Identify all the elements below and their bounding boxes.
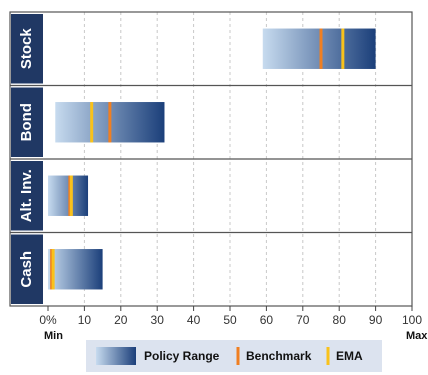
x-tick-label: 80 [333,313,347,327]
axis-labels: Stock Bond Alt. Inv. Cash 0% 10 20 30 40 50 60 70 80… [18,28,428,342]
x-tick-label: 30 [151,313,165,327]
legend-label-ema: EMA [336,349,363,363]
category-label: Bond [18,103,35,141]
x-max-label: Max [406,330,428,342]
x-tick-label: 0% [39,313,57,327]
x-tick-label: 100 [402,313,422,327]
category-label: Stock [18,28,35,70]
x-min-label: Min [44,330,63,342]
policy-range-bar [48,249,103,290]
x-tick-label: 20 [114,313,128,327]
category-label: Alt. Inv. [18,169,35,222]
category-band [11,14,43,84]
x-tick-label: 90 [369,313,383,327]
legend-label-benchmark: Benchmark [246,349,312,363]
legend-swatch-policy-range [96,347,136,365]
legend: Policy Range Benchmark EMA [86,340,382,372]
policy-range-bar [48,175,89,216]
x-tick-label: 10 [78,313,92,327]
plot-area [9,11,413,311]
x-tick-label: 70 [296,313,310,327]
category-label: Cash [18,251,35,288]
x-tick-label: 60 [260,313,274,327]
category-band [11,161,43,231]
category-band [11,87,43,157]
x-tick-label: 40 [187,313,201,327]
legend-label-policy-range: Policy Range [144,349,220,363]
x-tick-label: 50 [223,313,237,327]
policy-range-bar [262,28,376,69]
category-band [11,234,43,304]
